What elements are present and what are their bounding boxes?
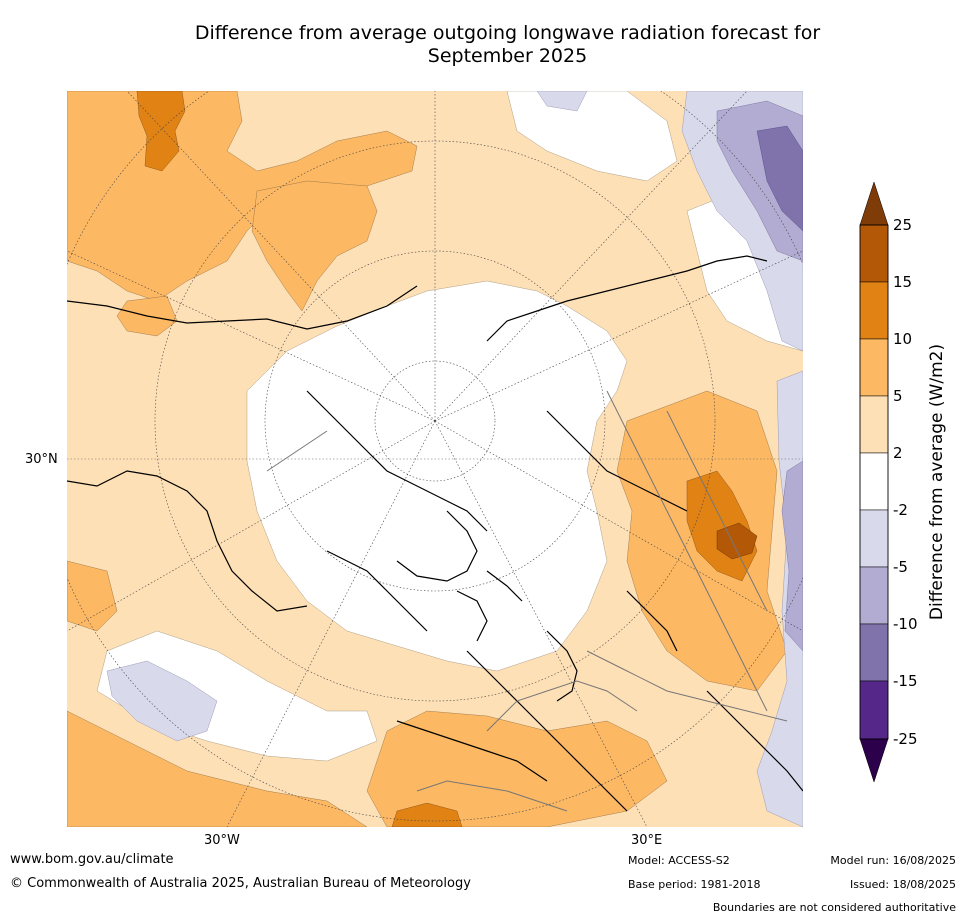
footer-base-period: Base period: 1981-2018 bbox=[628, 878, 761, 891]
colorbar-2-5 bbox=[859, 395, 889, 454]
colorbar-neutral bbox=[859, 452, 889, 511]
lon-label-30w: 30°W bbox=[204, 833, 240, 848]
anomaly-10-15-mediterranean bbox=[391, 802, 463, 827]
colorbar-m15-m25 bbox=[859, 680, 889, 740]
footer-model: Model: ACCESS-S2 bbox=[628, 854, 730, 867]
colorbar-10-15 bbox=[859, 281, 889, 340]
colorbar-15-25 bbox=[859, 224, 889, 283]
colorbar-tick-15: 15 bbox=[893, 273, 913, 291]
anomaly-10-15-pacific bbox=[136, 91, 186, 172]
colorbar-tick-25: 25 bbox=[893, 216, 913, 234]
colorbar-tick-m5: -5 bbox=[893, 558, 908, 576]
colorbar-tick-m2: -2 bbox=[893, 501, 908, 519]
footer-copyright: © Commonwealth of Australia 2025, Austra… bbox=[10, 876, 471, 891]
colorbar-5-10 bbox=[859, 338, 889, 397]
footer-disclaimer: Boundaries are not considered authoritat… bbox=[712, 901, 956, 914]
colorbar-tick-5: 5 bbox=[893, 387, 903, 405]
title-line-2: September 2025 bbox=[427, 45, 588, 67]
anomaly-neutral-arctic bbox=[246, 280, 628, 672]
colorbar-tick-m25: -25 bbox=[893, 730, 918, 748]
map-svg bbox=[67, 91, 803, 827]
anomaly-neg-5-10-east bbox=[781, 460, 803, 652]
colorbar-tick-m15: -15 bbox=[893, 672, 918, 690]
colorbar-outline bbox=[859, 224, 889, 740]
colorbar-m10-m15 bbox=[859, 623, 889, 682]
polar-map bbox=[67, 91, 803, 827]
footer-issued: Issued: 18/08/2025 bbox=[849, 878, 956, 891]
graticule bbox=[67, 91, 803, 827]
anomaly-5-10-south-pacific bbox=[67, 710, 368, 827]
footer-model-run: Model run: 16/08/2025 bbox=[830, 854, 956, 867]
anomaly-neg-2-5-atlantic bbox=[106, 660, 218, 742]
anomaly-5-10-atlantic-west bbox=[67, 560, 118, 632]
colorbar-extend-bottom bbox=[859, 738, 889, 782]
anomaly-5-10-canada-blob bbox=[251, 180, 378, 312]
lat-label-30n: 30°N bbox=[25, 452, 58, 467]
colorbar bbox=[859, 182, 889, 782]
colorbar-tick-m10: -10 bbox=[893, 615, 918, 633]
map-title: Difference from average outgoing longwav… bbox=[60, 22, 955, 68]
coastlines bbox=[67, 255, 803, 812]
colorbar-tick-2: 2 bbox=[893, 444, 903, 462]
colorbar-label: Difference from average (W/m2) bbox=[927, 343, 947, 621]
footer-url[interactable]: www.bom.gov.au/climate bbox=[10, 852, 174, 867]
colorbar-tick-10: 10 bbox=[893, 330, 913, 348]
anomaly-neg-2-5-top bbox=[536, 91, 588, 112]
colorbar-m5-m10 bbox=[859, 566, 889, 625]
anomaly-5-10-mediterranean bbox=[366, 710, 668, 827]
country-borders bbox=[266, 390, 788, 812]
colorbar-extend-top bbox=[859, 182, 889, 226]
anomaly-neutral-top bbox=[506, 91, 678, 182]
lon-label-30e: 30°E bbox=[631, 833, 663, 848]
colorbar-m2-m5 bbox=[859, 509, 889, 568]
anomaly-neg-10-15-northeast bbox=[756, 125, 803, 232]
title-line-1: Difference from average outgoing longwav… bbox=[194, 22, 821, 44]
